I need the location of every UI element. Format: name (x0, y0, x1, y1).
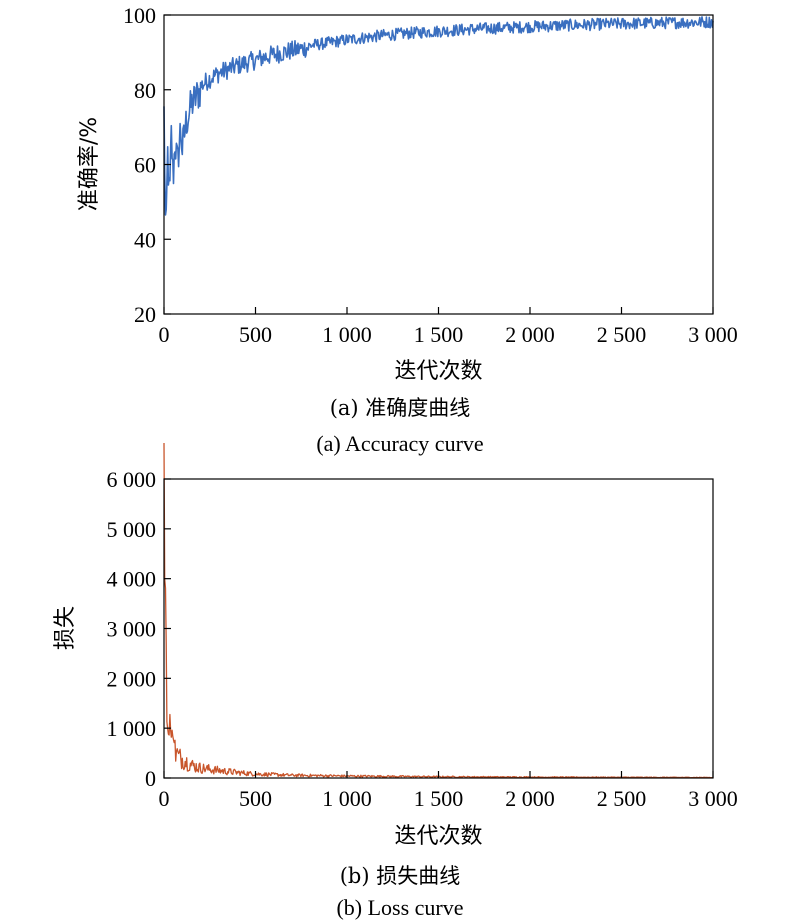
accuracy-x-tick-label: 500 (239, 322, 272, 347)
loss-plot-frame (163, 478, 714, 779)
accuracy-y-axis-label: 准确率/% (77, 117, 102, 211)
loss-x-tick-label: 2 500 (597, 786, 647, 811)
loss-x-tick-label: 3 000 (688, 786, 738, 811)
loss-y-tick-label: 6 000 (107, 467, 157, 492)
accuracy-y-tick-label: 100 (123, 3, 156, 28)
accuracy-x-tick-label: 3 000 (688, 322, 738, 347)
accuracy-x-tick-label: 1 000 (322, 322, 372, 347)
accuracy-x-tick-label: 1 500 (414, 322, 464, 347)
accuracy-y-tick-label: 60 (134, 153, 156, 178)
loss-y-tick-label: 1 000 (107, 716, 157, 741)
accuracy-series-line-0 (163, 16, 714, 216)
accuracy-x-tick-label: 2 000 (505, 322, 555, 347)
loss-y-tick-label: 2 000 (107, 666, 157, 691)
loss-y-tick-label: 0 (145, 766, 156, 791)
accuracy-x-tick-label: 2 500 (597, 322, 647, 347)
loss-y-tick-label: 5 000 (107, 517, 157, 542)
loss-chart: 0 500 1 000 1 500 2 000 2 500 3 000 0 1 000 2 000… (53, 442, 738, 849)
loss-x-tick-label: 2 000 (505, 786, 555, 811)
accuracy-x-axis-label: 迭代次数 (394, 359, 482, 384)
loss-y-axis-label: 损失 (53, 606, 78, 650)
loss-x-tick-label: 500 (239, 786, 272, 811)
accuracy-y-tick-label: 80 (134, 78, 156, 103)
loss-x-tick-label: 1 500 (414, 786, 464, 811)
accuracy-chart: 0 500 1 000 1 500 2 000 2 500 3 000 20 40 60 80 100… (77, 3, 738, 384)
loss-caption-cn: (b) 损失曲线 (339, 864, 461, 888)
accuracy-x-tick-label: 0 (159, 322, 170, 347)
accuracy-caption-en: (a) Accuracy curve (316, 431, 484, 456)
accuracy-caption-cn: (a) 准确度曲线 (329, 396, 471, 420)
loss-y-tick-label: 3 000 (107, 617, 157, 642)
loss-series-line-0 (163, 442, 714, 779)
accuracy-y-tick-label: 40 (134, 227, 156, 252)
loss-y-tick-label: 4 000 (107, 567, 157, 592)
loss-x-tick-label: 0 (159, 786, 170, 811)
loss-caption-en: (b) Loss curve (336, 895, 464, 920)
loss-x-tick-label: 1 000 (322, 786, 372, 811)
loss-x-axis-label: 迭代次数 (394, 824, 482, 849)
accuracy-y-tick-label: 20 (134, 302, 156, 327)
